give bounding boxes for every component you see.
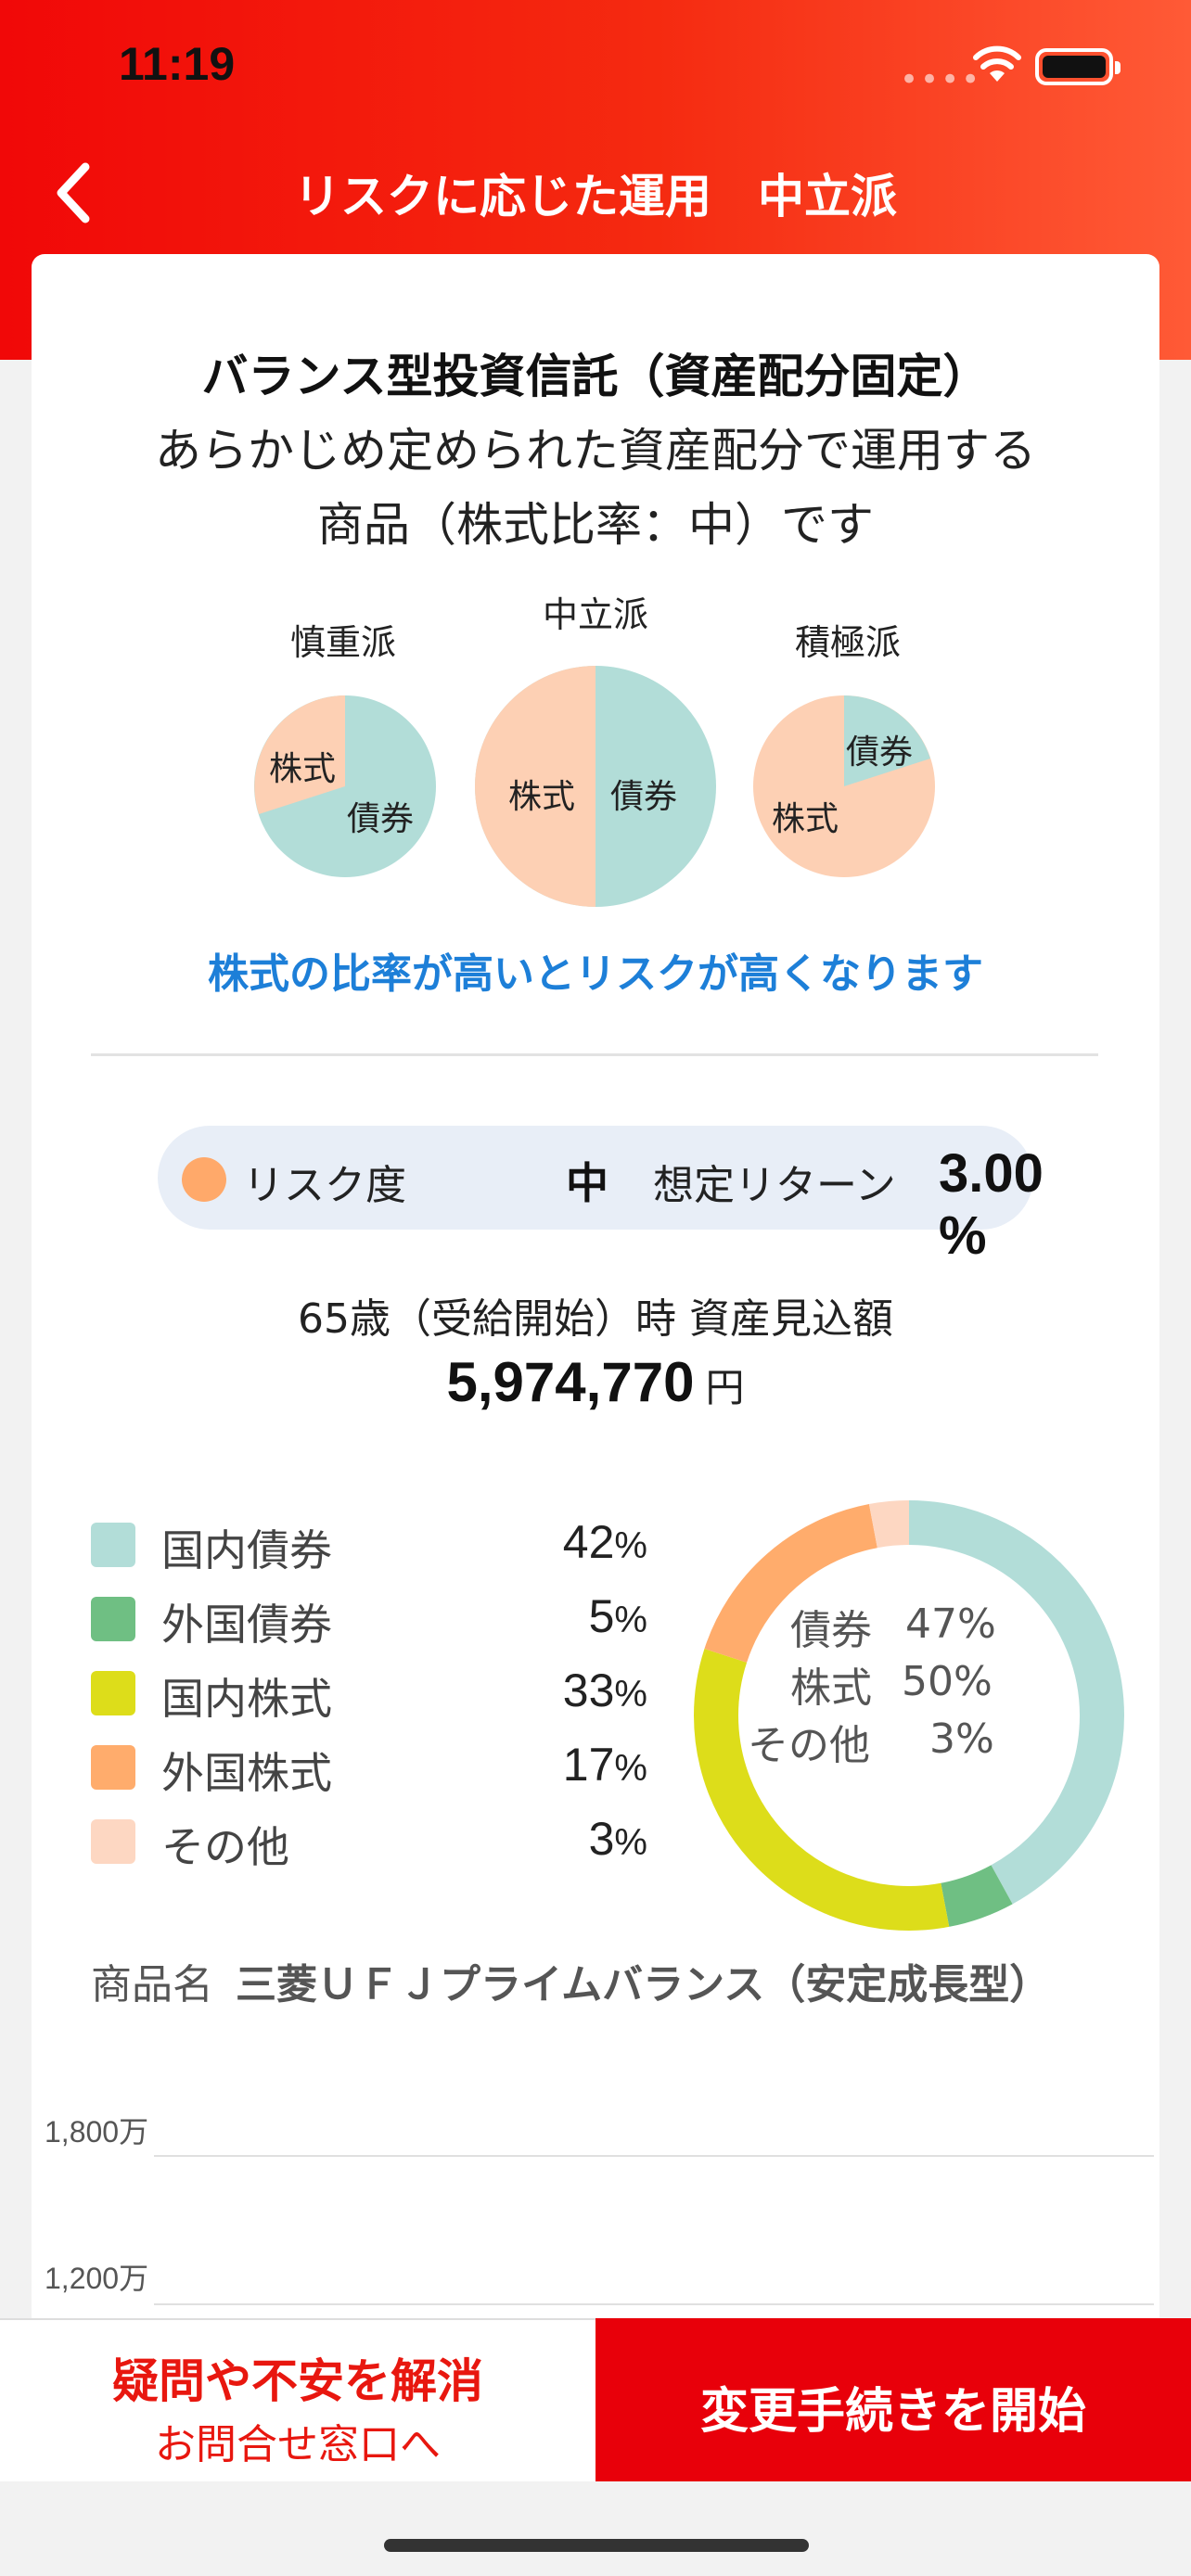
donut-bond-label: 債券	[790, 1607, 872, 1654]
risk-value: 中	[566, 1158, 608, 1208]
intro-description: あらかじめ定められた資産配分で運用する 商品（株式比率：中）です	[32, 414, 1159, 562]
grid-line	[154, 2155, 1154, 2157]
legend-item: その他 3%	[91, 1804, 647, 1879]
product-name-row: 商品名 三菱ＵＦＪプライムバランス（安定成長型）	[91, 1951, 1050, 2010]
legend-value: 5%	[588, 1590, 647, 1642]
legend-value: 17%	[562, 1739, 647, 1791]
legend-item: 外国株式 17%	[91, 1730, 647, 1804]
donut-bond-value: 47%	[905, 1600, 996, 1648]
start-change-button-label: 変更手続きを開始	[699, 2384, 1086, 2440]
wifi-icon	[973, 45, 1021, 82]
pie-cautious-bond-label: 債券	[347, 800, 415, 838]
donut-stock-label: 株式	[790, 1664, 872, 1712]
pie-neutral-bond-label: 債券	[610, 778, 678, 816]
pie-aggressive-stock-label: 株式	[772, 800, 839, 838]
legend-name: 外国株式	[161, 1748, 332, 1798]
risk-label: リスク度	[243, 1162, 406, 1209]
donut-segment	[694, 1500, 1124, 1931]
return-value: 3.00 %	[939, 1143, 1044, 1266]
pie-neutral-stock-label: 株式	[508, 778, 576, 816]
legend-name: その他	[161, 1822, 289, 1872]
content-card: バランス型投資信託（資産配分固定） あらかじめ定められた資産配分で運用する 商品…	[32, 254, 1159, 2576]
signal-icon: ••••	[900, 61, 982, 98]
legend-name: 国内株式	[161, 1674, 332, 1724]
legend-swatch	[91, 1819, 135, 1864]
legend-item: 国内債券 42%	[91, 1508, 647, 1582]
legend-item: 外国債券 5%	[91, 1582, 647, 1656]
inquiry-button[interactable]: 疑問や不安を解消 お問合せ窓口へ	[0, 2318, 596, 2481]
pie-label-cautious: 慎重派	[289, 622, 396, 663]
legend-name: 国内債券	[161, 1525, 332, 1575]
intro-desc-line2: 商品（株式比率：中）です	[317, 498, 874, 552]
pie-aggressive	[753, 695, 935, 877]
intro-title: バランス型投資信託（資産配分固定）	[201, 350, 990, 403]
home-indicator[interactable]	[384, 2539, 809, 2552]
status-bar: 11:19 ••••	[0, 0, 1191, 130]
legend-value: 3%	[588, 1813, 647, 1865]
intro-desc-line1: あらかじめ定められた資産配分で運用する	[155, 424, 1036, 478]
product-name: 三菱ＵＦＪプライムバランス（安定成長型）	[236, 1961, 1051, 2009]
product-label: 商品名	[91, 1961, 213, 2009]
risk-level-dot	[182, 1157, 226, 1202]
divider	[91, 1053, 1098, 1056]
legend-swatch	[91, 1671, 135, 1715]
battery-icon	[1035, 48, 1121, 85]
status-time: 11:19	[119, 38, 236, 90]
inquiry-button-title: 疑問や不安を解消	[112, 2354, 483, 2408]
legend-value: 42%	[562, 1516, 647, 1568]
page-title: リスクに応じた運用 中立派	[294, 170, 897, 223]
legend-name: 外国債券	[161, 1600, 332, 1650]
pie-cautious	[254, 695, 436, 877]
inquiry-button-subtitle: お問合せ窓口へ	[155, 2421, 441, 2468]
pie-label-neutral: 中立派	[542, 594, 648, 635]
allocation-legend: 国内債券 42% 外国債券 5% 国内株式 33% 外国株式 17% その他 3…	[91, 1508, 647, 1879]
donut-segment	[694, 1500, 1124, 1931]
legend-item: 国内株式 33%	[91, 1656, 647, 1730]
pie-cautious-stock-label: 株式	[269, 750, 337, 788]
home-indicator-area	[0, 2481, 1191, 2576]
allocation-donut	[694, 1500, 1124, 1931]
y-tick-label: 1,200万	[45, 2262, 149, 2295]
projection-amount: 5,974,770	[446, 1351, 695, 1413]
pie-neutral	[475, 666, 716, 907]
legend-value: 33%	[562, 1664, 647, 1716]
projection-value: 5,974,770 円	[32, 1350, 1159, 1414]
start-change-button[interactable]: 変更手続きを開始	[596, 2318, 1191, 2481]
back-chevron-icon[interactable]	[48, 156, 108, 230]
risk-warning: 株式の比率が高いとリスクが高くなります	[208, 950, 983, 998]
projection-unit: 円	[705, 1365, 745, 1410]
y-tick-label: 1,800万	[45, 2115, 149, 2149]
grid-line	[154, 2303, 1154, 2305]
legend-swatch	[91, 1745, 135, 1790]
pie-aggressive-bond-label: 債券	[846, 733, 914, 772]
pie-label-aggressive: 積極派	[794, 622, 901, 663]
donut-other-label: その他	[748, 1722, 870, 1769]
bottom-action-bar: 疑問や不安を解消 お問合せ窓口へ 変更手続きを開始	[0, 2318, 1191, 2481]
donut-other-value: 3%	[929, 1715, 994, 1763]
return-label: 想定リターン	[653, 1162, 896, 1209]
legend-swatch	[91, 1597, 135, 1641]
risk-summary: リスク度 中 想定リターン 3.00 %	[158, 1126, 1044, 1266]
legend-swatch	[91, 1523, 135, 1567]
projection-label: 65歳（受給開始）時 資産見込額	[298, 1295, 893, 1343]
donut-stock-value: 50%	[902, 1658, 992, 1705]
risk-type-pies	[254, 666, 935, 907]
